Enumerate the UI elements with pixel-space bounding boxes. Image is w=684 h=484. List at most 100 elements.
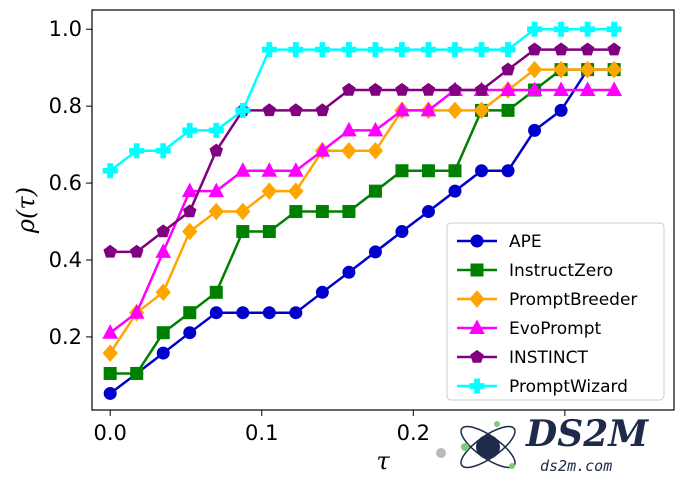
data-point-instinct	[421, 82, 436, 96]
legend-label-promptbreeder: PromptBreeder	[509, 290, 637, 310]
data-point-promptwizard	[580, 21, 596, 37]
legend-marker-instinct	[470, 349, 484, 363]
data-point-ape	[315, 285, 329, 299]
data-point-promptwizard	[606, 21, 622, 37]
data-point-ape	[103, 386, 117, 400]
data-point-ape	[156, 346, 170, 360]
data-point-promptwizard	[500, 42, 516, 58]
data-point-promptbreeder	[606, 60, 622, 79]
watermark-site: ds2m.com	[540, 457, 612, 475]
data-point-instructzero	[395, 164, 409, 178]
data-point-promptbreeder	[447, 101, 463, 120]
atom-logo-icon	[436, 421, 516, 469]
data-point-promptwizard	[553, 21, 569, 37]
data-point-instinct	[342, 82, 356, 96]
legend-marker-promptwizard	[469, 378, 485, 394]
data-point-instructzero	[342, 205, 356, 219]
y-tick-label: 0.2	[49, 325, 82, 349]
y-tick-label: 0.4	[49, 248, 82, 272]
data-point-instinct	[156, 224, 171, 238]
data-point-instinct	[368, 82, 383, 96]
legend: APE InstructZero PromptBreeder EvoPrompt INS…	[446, 222, 665, 401]
data-point-ape	[183, 326, 197, 340]
data-point-promptwizard	[182, 122, 198, 138]
data-point-instinct	[580, 42, 595, 56]
data-point-promptbreeder	[367, 142, 384, 160]
data-point-evoprompt	[155, 243, 172, 258]
data-point-instinct	[103, 244, 117, 258]
watermark-brand: DS2M	[525, 413, 649, 455]
data-point-evoprompt	[102, 324, 119, 339]
data-point-evoprompt	[553, 81, 569, 96]
data-point-instinct	[262, 103, 277, 117]
legend-item-promptwizard: PromptWizard	[457, 377, 628, 397]
data-point-instructzero	[103, 366, 117, 380]
data-point-promptwizard	[367, 42, 383, 58]
data-point-instructzero	[209, 285, 223, 299]
series-ape	[103, 63, 621, 400]
data-point-evoprompt	[606, 81, 622, 96]
data-point-instructzero	[421, 164, 435, 178]
data-point-ape	[554, 103, 568, 117]
data-point-promptwizard	[474, 42, 490, 58]
data-point-ape	[501, 164, 515, 178]
data-point-evoprompt	[314, 142, 331, 157]
data-point-instinct	[527, 42, 542, 56]
data-point-ape	[395, 225, 409, 239]
data-point-promptbreeder	[261, 182, 277, 200]
data-point-promptwizard	[420, 42, 436, 58]
legend-item-ape: APE	[457, 232, 542, 252]
data-point-instructzero	[289, 205, 303, 219]
data-point-ape	[475, 164, 489, 178]
series-instinct	[103, 42, 621, 258]
data-point-instructzero	[501, 103, 515, 117]
legend-label-promptwizard: PromptWizard	[509, 377, 628, 397]
data-point-promptbreeder	[102, 344, 118, 362]
data-point-promptbreeder	[208, 202, 224, 221]
legend-label-instructzero: InstructZero	[509, 261, 613, 281]
data-point-promptwizard	[288, 42, 304, 58]
data-point-instinct	[607, 42, 621, 56]
data-point-instructzero	[130, 366, 144, 380]
legend-label-evoprompt: EvoPrompt	[509, 319, 602, 339]
data-point-promptbreeder	[526, 60, 543, 79]
data-point-evoprompt	[394, 101, 410, 117]
data-point-instinct	[209, 143, 224, 157]
legend-box	[446, 222, 665, 401]
legend-marker-promptbreeder	[469, 290, 485, 308]
data-point-promptwizard	[261, 42, 277, 58]
legend-marker-instructzero	[470, 263, 484, 277]
data-point-evoprompt	[579, 81, 596, 96]
plot-frame	[91, 9, 675, 411]
data-point-evoprompt	[261, 162, 278, 177]
x-tick-label: 0.1	[245, 421, 278, 445]
data-point-promptbreeder	[579, 60, 596, 79]
data-point-ape	[368, 245, 382, 259]
legend-marker-ape	[470, 234, 484, 248]
data-point-ape	[342, 265, 356, 279]
data-point-promptwizard	[314, 42, 330, 58]
data-point-promptbreeder	[341, 142, 357, 160]
data-point-instinct	[554, 42, 568, 56]
data-point-evoprompt	[234, 162, 251, 177]
x-tick-label: 0.2	[397, 421, 430, 445]
legend-entries: APE InstructZero PromptBreeder EvoPrompt INS…	[457, 232, 637, 397]
data-point-instructzero	[368, 184, 382, 198]
data-point-promptbreeder	[473, 101, 490, 120]
data-point-promptwizard	[129, 143, 145, 159]
data-point-evoprompt	[288, 162, 304, 177]
data-point-ape	[528, 123, 542, 137]
data-point-promptbreeder	[288, 182, 304, 200]
data-point-promptwizard	[102, 163, 118, 179]
data-point-evoprompt	[341, 121, 357, 137]
legend-label-ape: APE	[509, 232, 542, 252]
data-point-instructzero	[156, 326, 170, 340]
data-point-promptwizard	[527, 21, 543, 37]
data-point-evoprompt	[208, 182, 225, 198]
data-point-promptwizard	[155, 143, 171, 159]
data-point-ape	[448, 184, 462, 198]
data-point-promptbreeder	[235, 202, 251, 221]
y-tick-label: 1.0	[49, 17, 82, 41]
data-point-promptwizard	[208, 122, 224, 138]
data-point-instructzero	[183, 306, 197, 320]
